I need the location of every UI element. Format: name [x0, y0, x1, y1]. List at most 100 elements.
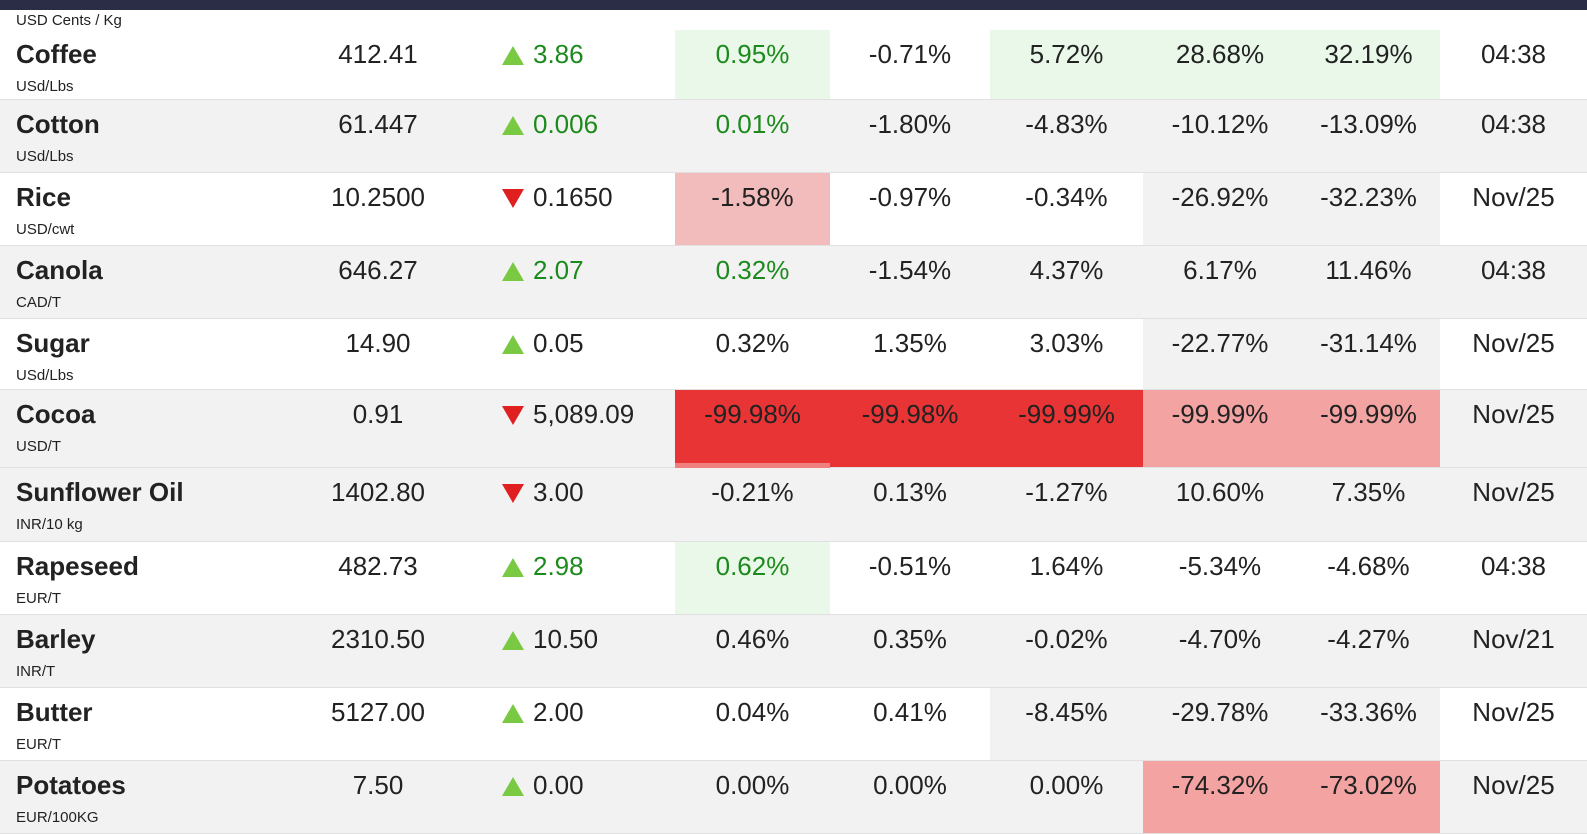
date: Nov/21 — [1472, 624, 1555, 654]
pct-cell: -13.09% — [1297, 100, 1440, 172]
pct-cell: 10.60% — [1143, 468, 1297, 541]
commodity-name: Rapeseed — [16, 551, 139, 581]
price: 1402.80 — [331, 477, 425, 507]
pct-month: 4.37% — [1029, 255, 1104, 285]
pct-week: -0.51% — [868, 551, 952, 581]
pct-cell: -10.12% — [1143, 100, 1297, 172]
pct-day: -1.58% — [711, 182, 794, 212]
pct-cell: -99.98% — [675, 390, 830, 467]
commodity-name: Cotton — [16, 109, 100, 139]
commodity-unit: CAD/T — [16, 294, 61, 311]
date-cell: 04:38 — [1440, 100, 1587, 172]
commodity-unit: EUR/T — [16, 590, 61, 607]
table-row: Rice USD/cwt 10.2500 0.1650 -1.58% -0.97% -0.3… — [0, 173, 1587, 246]
pct-cell: -4.68% — [1297, 542, 1440, 614]
commodity-unit: INR/T — [16, 663, 56, 680]
change: 0.1650 — [533, 182, 613, 212]
pct-month: -4.83% — [1025, 109, 1108, 139]
arrow-up — [502, 558, 524, 577]
commodity-name: Butter — [16, 697, 93, 727]
pct-week: -0.71% — [868, 39, 952, 69]
arrow-up — [502, 46, 524, 65]
pct-yoy: -73.02% — [1320, 770, 1417, 800]
pct-cell: 0.41% — [830, 688, 990, 760]
date: Nov/25 — [1472, 770, 1555, 800]
pct-week: 0.13% — [873, 477, 947, 507]
pct-day: 0.95% — [715, 39, 790, 69]
pct-yoy: 32.19% — [1324, 39, 1413, 69]
pct-cell: -0.97% — [830, 173, 990, 245]
arrow-up — [502, 262, 524, 281]
pct-cell: -4.27% — [1297, 615, 1440, 687]
table-row: Butter EUR/T 5127.00 2.00 0.04% 0.41% -8.45% -2… — [0, 688, 1587, 761]
date-cell: 04:38 — [1440, 246, 1587, 318]
commodity-unit: USd/Lbs — [16, 367, 74, 384]
pct-ytd: -22.77% — [1171, 328, 1269, 358]
pct-yoy: -13.09% — [1320, 109, 1417, 139]
pct-cell: 6.17% — [1143, 246, 1297, 318]
pct-month: -1.27% — [1025, 477, 1108, 507]
pct-yoy: -4.27% — [1327, 624, 1410, 654]
pct-yoy: -32.23% — [1320, 182, 1417, 212]
pct-cell: 1.64% — [990, 542, 1143, 614]
pct-cell: -0.34% — [990, 173, 1143, 245]
pct-ytd: 10.60% — [1175, 477, 1265, 507]
change: 2.98 — [533, 551, 584, 581]
date: 04:38 — [1480, 551, 1547, 581]
pct-week: 0.35% — [873, 624, 947, 654]
table-row: Potatoes EUR/100KG 7.50 0.00 0.00% 0.00% 0.00%… — [0, 761, 1587, 834]
table-row: Cotton USd/Lbs 61.447 0.006 0.01% -1.80% -4.83… — [0, 100, 1587, 173]
commodity-name: Canola — [16, 255, 103, 285]
pct-yoy: -99.99% — [1320, 399, 1417, 429]
date: Nov/25 — [1472, 328, 1555, 358]
pct-month: -0.34% — [1025, 182, 1108, 212]
pct-ytd: -5.34% — [1178, 551, 1262, 581]
pct-day: 0.32% — [715, 328, 790, 358]
pct-day: 0.32% — [715, 255, 790, 285]
commodity-unit: USd/Lbs — [16, 148, 74, 165]
pct-ytd: -74.32% — [1171, 770, 1269, 800]
pct-ytd: -26.92% — [1171, 182, 1269, 212]
pct-ytd: 28.68% — [1175, 39, 1265, 69]
pct-month: 5.72% — [1029, 39, 1104, 69]
change: 3.86 — [533, 39, 584, 69]
pct-day: 0.01% — [715, 109, 790, 139]
pct-cell: -33.36% — [1297, 688, 1440, 760]
row-strip — [675, 463, 830, 468]
commodity-name: Sunflower Oil — [16, 477, 184, 507]
pct-cell: -0.71% — [830, 30, 990, 99]
pct-ytd: -29.78% — [1171, 697, 1269, 727]
pct-yoy: 11.46% — [1325, 255, 1412, 285]
pct-cell: 32.19% — [1297, 30, 1440, 99]
pct-cell: -0.51% — [830, 542, 990, 614]
pct-cell: -31.14% — [1297, 319, 1440, 389]
table-row: Sunflower Oil INR/10 kg 1402.80 3.00 -0.21% 0… — [0, 468, 1587, 542]
pct-day: 0.62% — [715, 551, 790, 581]
date-cell: Nov/21 — [1440, 615, 1587, 687]
pct-yoy: -31.14% — [1320, 328, 1417, 358]
change: 3.00 — [533, 477, 584, 507]
pct-cell: 0.00% — [830, 761, 990, 833]
pct-month: -8.45% — [1025, 697, 1108, 727]
arrow-up — [502, 704, 524, 723]
table-row: Coffee USd/Lbs 412.41 3.86 0.95% -0.71% 5.72% 2… — [0, 30, 1587, 100]
pct-cell: 0.00% — [990, 761, 1143, 833]
commodity-name: Barley — [16, 624, 96, 654]
date: Nov/25 — [1472, 182, 1555, 212]
commodity-name: Sugar — [16, 328, 90, 358]
pct-cell: -1.54% — [830, 246, 990, 318]
price: 5127.00 — [331, 697, 425, 727]
pct-cell: -99.99% — [990, 390, 1143, 467]
change: 5,089.09 — [533, 399, 635, 429]
date: 04:38 — [1480, 255, 1547, 285]
table-row: Barley INR/T 2310.50 10.50 0.46% 0.35% -0.02% -… — [0, 615, 1587, 688]
change: 0.006 — [533, 109, 599, 139]
pct-yoy: 7.35% — [1331, 477, 1406, 507]
pct-cell: 28.68% — [1143, 30, 1297, 99]
commodity-unit: USD/T — [16, 438, 61, 455]
date-cell: 04:38 — [1440, 542, 1587, 614]
pct-ytd: -4.70% — [1178, 624, 1262, 654]
price: 7.50 — [352, 770, 404, 800]
price: 482.73 — [338, 551, 418, 581]
